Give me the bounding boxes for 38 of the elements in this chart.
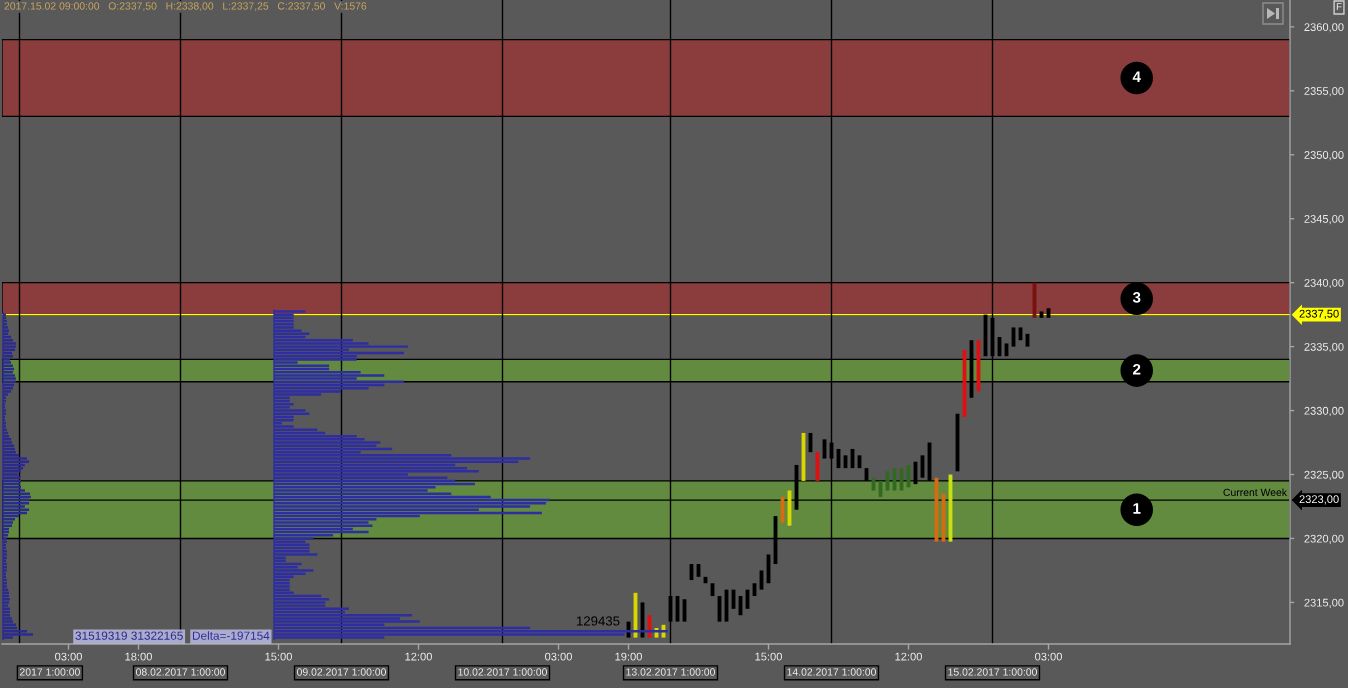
- x-tick-label: 12:00: [895, 652, 922, 661]
- x-tick-label: 03:00: [545, 652, 572, 661]
- text: 09.02.2017 1:00:00: [297, 668, 386, 676]
- annotation: Current Week: [1223, 488, 1288, 497]
- text: 15.02.2017 1:00:00: [948, 668, 1037, 676]
- band-label: 4: [1132, 71, 1141, 82]
- y-tick-label: 2340,00: [1304, 278, 1344, 289]
- x-tick-label: 12:00: [405, 652, 432, 661]
- x-tick-label: 03:00: [55, 652, 82, 661]
- y-tick-label: 2360,00: [1304, 23, 1344, 33]
- x-tick-label: 03:00: [1035, 652, 1062, 661]
- y-tick-label: 2355,00: [1304, 87, 1344, 97]
- text: 2017 1:00:00: [20, 668, 80, 676]
- x-tick-label: 15:00: [755, 652, 782, 661]
- text: 08.02.2017 1:00:00: [136, 668, 225, 676]
- band-label: 2: [1133, 363, 1141, 375]
- ref-line-label: 2337,50: [1299, 309, 1339, 319]
- text: F: [1336, 3, 1342, 11]
- x-tick-label: 19:00: [615, 652, 642, 661]
- annotation: 2017.15.02 09:00:00 O:2337,50 H:2338,00 L:2337,25 C:2337,50 V:1576: [4, 2, 367, 11]
- band-label: 3: [1132, 291, 1141, 303]
- annotation: 129435: [576, 616, 620, 626]
- y-tick-label: 2345,00: [1304, 214, 1344, 225]
- band-label: 1: [1133, 503, 1141, 514]
- text: 14.02.2017 1:00:00: [787, 668, 876, 676]
- x-tick-label: 18:00: [125, 652, 152, 661]
- annotation: Delta=-197154: [192, 631, 270, 640]
- y-tick-label: 2350,00: [1304, 151, 1344, 161]
- y-tick-label: 2330,00: [1304, 406, 1344, 417]
- ref-line-label: 2323,00: [1299, 495, 1339, 505]
- annotation: 31519319 31322165: [75, 631, 183, 640]
- x-tick-label: 15:00: [265, 652, 292, 661]
- y-tick-label: 2315,00: [1304, 598, 1344, 608]
- y-tick-label: 2325,00: [1304, 470, 1344, 480]
- y-tick-label: 2320,00: [1304, 534, 1344, 544]
- y-tick-label: 2335,00: [1304, 342, 1344, 353]
- text: 10.02.2017 1:00:00: [458, 668, 547, 676]
- text: 13.02.2017 1:00:00: [626, 668, 715, 676]
